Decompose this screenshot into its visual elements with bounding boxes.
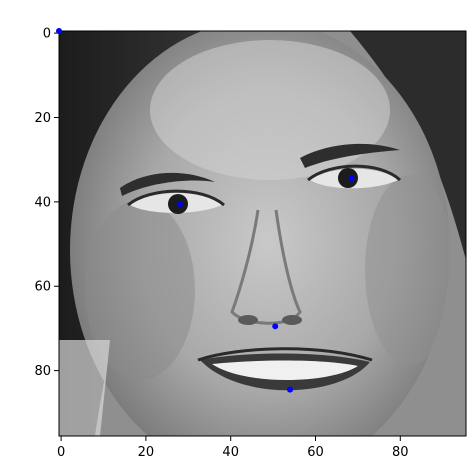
keypoint-marker [287,387,293,393]
x-tick-label: 0 [57,445,65,460]
y-tick-label: 20 [34,111,51,126]
y-tick-label: 80 [34,364,51,379]
x-tick-label: 20 [138,445,155,460]
y-tick-label: 40 [34,195,51,210]
y-tick-label: 0 [43,27,51,42]
y-tick-label: 60 [34,280,51,295]
keypoint-marker [177,201,183,207]
face-image [59,20,466,470]
x-tick-label: 40 [222,445,239,460]
keypoint-marker [349,176,355,182]
x-tick-label: 80 [392,445,409,460]
x-tick-label: 60 [307,445,324,460]
keypoint-marker [56,28,62,34]
y-axis: 0 20 40 60 80 [34,27,59,380]
keypoint-marker [272,323,278,329]
x-axis: 0 20 40 60 80 [57,436,409,460]
